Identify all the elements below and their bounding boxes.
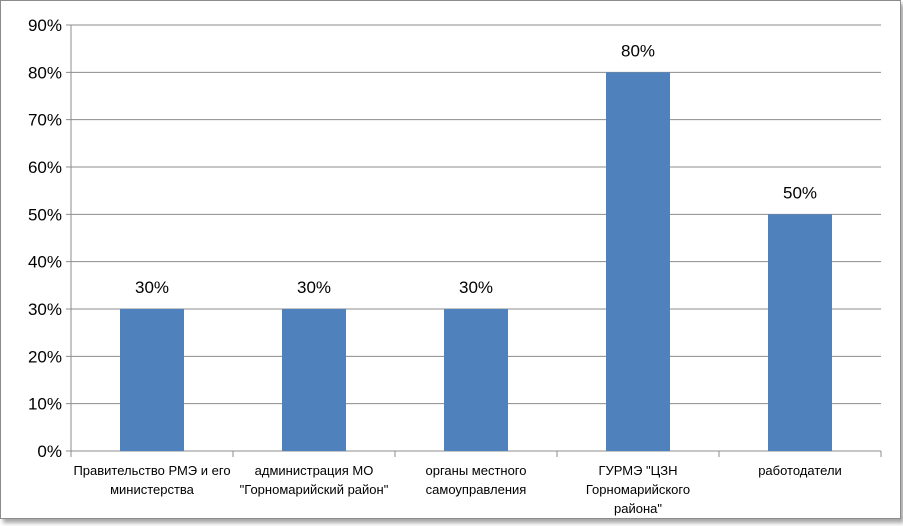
bar [120, 309, 184, 451]
bar [768, 214, 832, 451]
x-tick-label: органы местного [426, 463, 527, 478]
x-tick-label: самоуправления [426, 482, 527, 497]
y-tick-label: 30% [28, 300, 62, 319]
bar [606, 72, 670, 451]
data-label: 30% [297, 278, 331, 297]
x-tick-label: Правительство РМЭ и его [73, 463, 230, 478]
x-tick-label: администрация МО [255, 463, 374, 478]
y-tick-label: 0% [37, 442, 62, 461]
bar [282, 309, 346, 451]
y-tick-label: 90% [28, 16, 62, 35]
y-tick-label: 60% [28, 158, 62, 177]
bar-chart: 0% 10% 20% 30% 40% 50% 60% 70% 80% 90% 30% Правител… [28, 16, 882, 516]
x-tick-label: работодатели [758, 463, 842, 478]
bar [444, 309, 508, 451]
y-tick-label: 70% [28, 111, 62, 130]
x-tick-label: ГУРМЭ "ЦЗН [598, 463, 677, 478]
y-tick-label: 10% [28, 395, 62, 414]
x-tick-label: Горномарийского [586, 482, 690, 497]
data-label: 30% [459, 278, 493, 297]
y-tick-label: 20% [28, 347, 62, 366]
x-tick-label: "Горномарийский район" [240, 482, 389, 497]
y-tick-label: 50% [28, 205, 62, 224]
x-tick-label: министерства [110, 482, 195, 497]
data-label: 30% [135, 278, 169, 297]
y-tick-label: 40% [28, 253, 62, 272]
data-label: 50% [783, 183, 817, 202]
y-tick-label: 80% [28, 63, 62, 82]
data-label: 80% [621, 41, 655, 60]
x-tick-label: района" [614, 501, 662, 516]
